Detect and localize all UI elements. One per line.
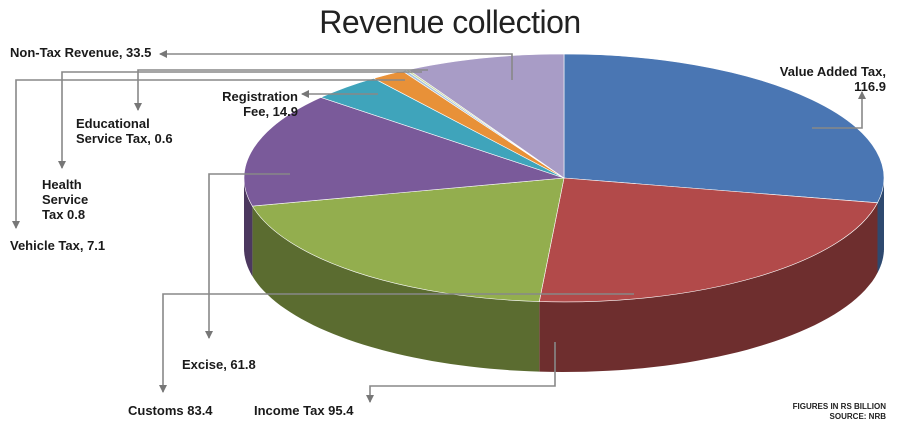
slice-value-added-tax [563, 53, 885, 204]
label-health-line1: Health [42, 177, 82, 192]
label-health-line3: Tax 0.8 [42, 207, 86, 222]
label-customs: Customs 83.4 [128, 403, 213, 418]
label-value-added-tax: Value Added Tax, 116.9 [758, 64, 886, 94]
label-vat-line1: Value Added Tax, [779, 64, 886, 79]
label-reg-line2: Fee, 14.9 [243, 104, 298, 119]
label-edu-line1: Educational [76, 116, 150, 131]
slice-customs [251, 177, 565, 302]
label-vehicle-tax: Vehicle Tax, 7.1 [10, 238, 106, 253]
label-edu-line2: Service Tax, 0.6 [76, 131, 173, 146]
label-income-tax: Income Tax 95.4 [254, 403, 354, 418]
leader-health [58, 71, 422, 169]
slice-non-tax-revenue [407, 53, 565, 179]
label-non-tax-revenue: Non-Tax Revenue, 33.5 [10, 45, 152, 60]
leader-income [366, 342, 556, 403]
slice-side-customs [252, 206, 540, 372]
label-educational-service-tax: Educational Service Tax, 0.6 [76, 116, 173, 146]
chart-title: Revenue collection [319, 4, 581, 40]
slice-side-value-added-tax [877, 178, 884, 273]
unit-note: FIGURES IN RS BILLION [792, 402, 886, 411]
leader-customs [159, 293, 634, 393]
label-vat-line2: 116.9 [854, 79, 886, 94]
label-excise: Excise, 61.8 [182, 357, 256, 372]
leader-vat [812, 91, 866, 129]
slice-excise [243, 97, 565, 207]
label-health-service-tax: Health Service Tax 0.8 [42, 177, 88, 222]
source-note: SOURCE: NRB [829, 412, 886, 421]
leader-nontax [159, 50, 513, 80]
leader-vehicle [12, 79, 405, 229]
label-health-line2: Service [42, 192, 89, 207]
leader-educational [134, 69, 428, 111]
slice-income-tax [538, 177, 878, 303]
label-reg-line1: Registration [222, 89, 298, 104]
leader-excise [205, 173, 290, 339]
label-registration-fee: Registration Fee, 14.9 [218, 89, 298, 119]
slice-side-income-tax [539, 202, 878, 372]
